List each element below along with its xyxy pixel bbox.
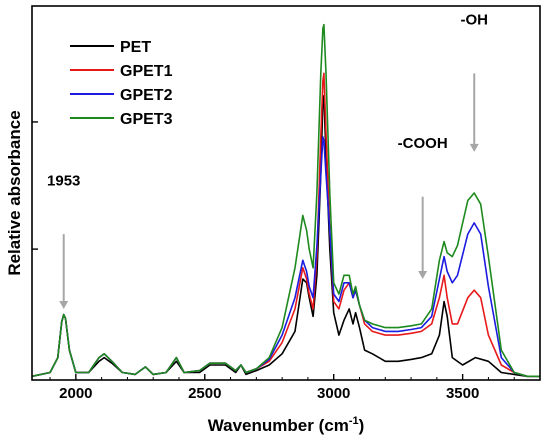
legend-label-gpet3: GPET3 <box>120 111 173 128</box>
series-line-gpet3 <box>31 23 540 378</box>
plot-frame <box>31 5 541 381</box>
legend-label-pet: PET <box>120 39 151 56</box>
annotation-label-1953: 1953 <box>47 173 80 190</box>
x-axis-title-end: ) <box>359 416 365 435</box>
series-line-pet <box>31 95 540 378</box>
x-tick-label-3500: 3500 <box>446 385 479 402</box>
x-axis-title-main: Wavenumber (cm <box>208 416 349 435</box>
legend-label-gpet1: GPET1 <box>120 63 173 80</box>
axis-ticks: 2000 2500 3000 3500 <box>32 121 515 402</box>
annotations: 1953 -COOH -OH <box>47 12 488 309</box>
annotation-arrowhead-cooh <box>418 271 428 280</box>
x-tick-label-2500: 2500 <box>188 385 221 402</box>
x-axis-title-sup: -1 <box>349 415 359 427</box>
x-tick-label-2000: 2000 <box>59 385 92 402</box>
annotation-arrowhead-1953 <box>59 300 69 309</box>
annotation-arrowhead-oh <box>469 143 479 152</box>
annotation-label-oh: -OH <box>460 12 488 29</box>
annotation-label-cooh: -COOH <box>398 135 448 152</box>
series-layer <box>31 23 540 378</box>
y-axis-title: Relative absorbance <box>5 110 24 275</box>
legend: PET GPET1 GPET2 GPET3 <box>70 39 173 128</box>
legend-label-gpet2: GPET2 <box>120 87 173 104</box>
x-axis-title: Wavenumber (cm-1) <box>208 415 365 435</box>
x-tick-label-3000: 3000 <box>317 385 350 402</box>
